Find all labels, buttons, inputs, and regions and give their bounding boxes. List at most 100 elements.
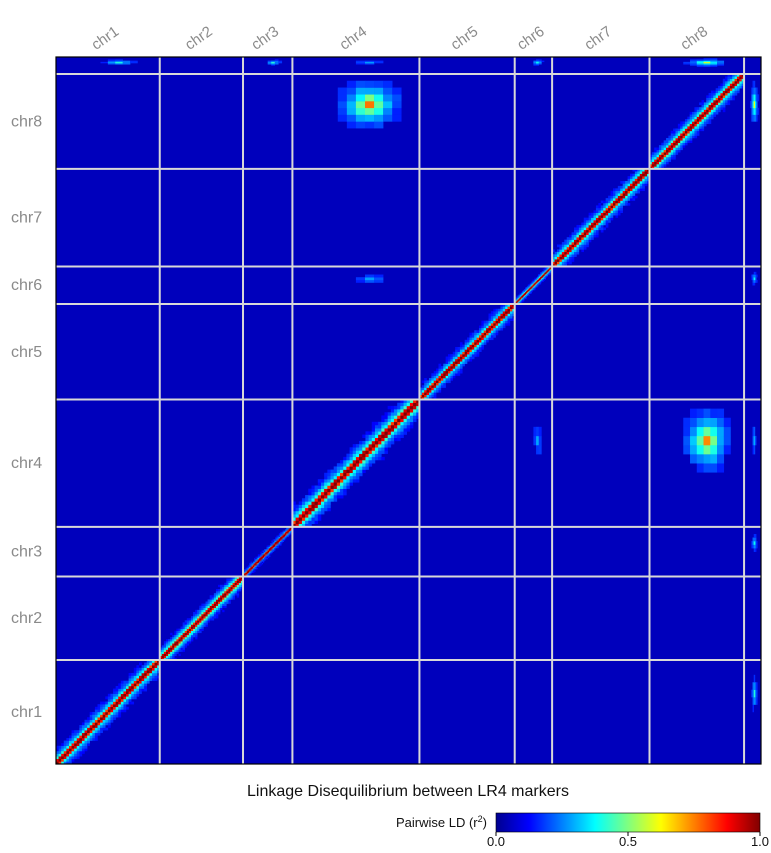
- heatmap-cell: [105, 704, 109, 708]
- heatmap-cell: [566, 251, 570, 255]
- heatmap-cell: [710, 102, 714, 106]
- heatmap-cell: [256, 567, 259, 570]
- heatmap-cell: [232, 593, 235, 596]
- heatmap-cell: [400, 425, 404, 429]
- heatmap-cell: [556, 261, 560, 265]
- heatmap-cell: [530, 292, 532, 294]
- heatmap-cell: [355, 101, 366, 109]
- heatmap-cell: [58, 751, 62, 754]
- heatmap-cell: [536, 282, 538, 284]
- heatmap-cell: [320, 488, 325, 493]
- heatmap-cell: [365, 277, 375, 281]
- heatmap-cell: [406, 399, 411, 403]
- heatmap-cell: [308, 514, 312, 518]
- heatmap-cell: [649, 154, 653, 158]
- heatmap-cell: [488, 323, 492, 326]
- heatmap-cell: [138, 680, 142, 684]
- heatmap-cell: [536, 286, 538, 288]
- heatmap-cell: [725, 90, 728, 94]
- heatmap-cell: [581, 234, 585, 238]
- heatmap-cell: [149, 662, 153, 666]
- heatmap-cell: [336, 495, 341, 499]
- heatmap-cell: [708, 100, 712, 103]
- heatmap-cell: [340, 491, 344, 496]
- heatmap-cell: [232, 576, 235, 579]
- heatmap-cell: [696, 60, 704, 63]
- heatmap-cell: [608, 198, 611, 201]
- heatmap-cell: [701, 107, 705, 110]
- heatmap-cell: [126, 698, 129, 702]
- heatmap-cell: [536, 60, 539, 63]
- heatmap-cell: [536, 285, 538, 287]
- heatmap-cell: [346, 87, 357, 95]
- heatmap-cell: [673, 145, 676, 148]
- heatmap-cell: [517, 298, 519, 300]
- heatmap-cell: [201, 605, 204, 609]
- heatmap-cell: [552, 264, 555, 267]
- heatmap-cell: [220, 586, 223, 590]
- heatmap-cell: [374, 450, 379, 454]
- heatmap-cell: [174, 634, 177, 638]
- heatmap-cell: [122, 61, 131, 64]
- heatmap-cell: [371, 450, 376, 454]
- heatmap-cell: [549, 271, 551, 273]
- heatmap-cell: [352, 453, 357, 458]
- heatmap-cell: [603, 220, 606, 223]
- heatmap-cell: [703, 65, 711, 67]
- heatmap-cell: [490, 313, 494, 317]
- heatmap-cell: [201, 611, 204, 615]
- heatmap-cell: [144, 672, 148, 676]
- heatmap-cell: [282, 538, 285, 540]
- heatmap-cell: [469, 351, 473, 355]
- chromosome-separators: [56, 57, 761, 764]
- heatmap-cell: [673, 149, 676, 153]
- heatmap-cell: [530, 285, 532, 287]
- heatmap-cell: [262, 554, 265, 556]
- heatmap-cell: [699, 114, 702, 117]
- heatmap-cell: [146, 662, 150, 666]
- heatmap-cell: [182, 649, 185, 652]
- heatmap-cell: [250, 566, 252, 569]
- heatmap-cell: [722, 92, 726, 96]
- heatmap-cell: [365, 80, 375, 88]
- heatmap-cell: [493, 332, 496, 336]
- heatmap-cell: [673, 128, 676, 132]
- heatmap-cell: [102, 719, 106, 723]
- heatmap-cell: [754, 94, 757, 102]
- heatmap-cell: [694, 128, 698, 132]
- heatmap-cell: [722, 83, 726, 87]
- heatmap-cell: [257, 561, 260, 564]
- heatmap-cell: [224, 599, 227, 602]
- heatmap-cell: [524, 297, 526, 299]
- heatmap-cell: [383, 101, 393, 109]
- heatmap-cell: [545, 268, 547, 270]
- heatmap-cell: [118, 704, 122, 708]
- heatmap-cell: [409, 409, 414, 413]
- heatmap-cell: [271, 541, 273, 544]
- heatmap-cell: [244, 573, 246, 576]
- heatmap-cell: [615, 195, 619, 199]
- heatmap-cell: [438, 378, 442, 381]
- heatmap-cell: [483, 339, 487, 343]
- heatmap-cell: [708, 116, 712, 120]
- heatmap-cell: [97, 719, 101, 723]
- heatmap-cell: [533, 280, 535, 282]
- heatmap-cell: [387, 434, 392, 438]
- heatmap-cell: [362, 466, 366, 470]
- heatmap-cell: [526, 289, 529, 292]
- heatmap-cell: [305, 507, 309, 512]
- heatmap-cell: [530, 283, 532, 285]
- heatmap-cell: [478, 342, 482, 345]
- heatmap-cell: [161, 647, 165, 650]
- heatmap-cell: [255, 560, 257, 562]
- heatmap-cell: [675, 135, 679, 139]
- heatmap-cell: [168, 645, 171, 648]
- heatmap-cell: [527, 288, 529, 291]
- heatmap-cell: [552, 261, 555, 265]
- heatmap-cell: [661, 145, 664, 148]
- heatmap-cell: [128, 688, 132, 692]
- heatmap-cell: [729, 73, 733, 77]
- heatmap-cell: [433, 370, 437, 374]
- heatmap-cell: [226, 578, 229, 581]
- heatmap-cell: [715, 100, 719, 103]
